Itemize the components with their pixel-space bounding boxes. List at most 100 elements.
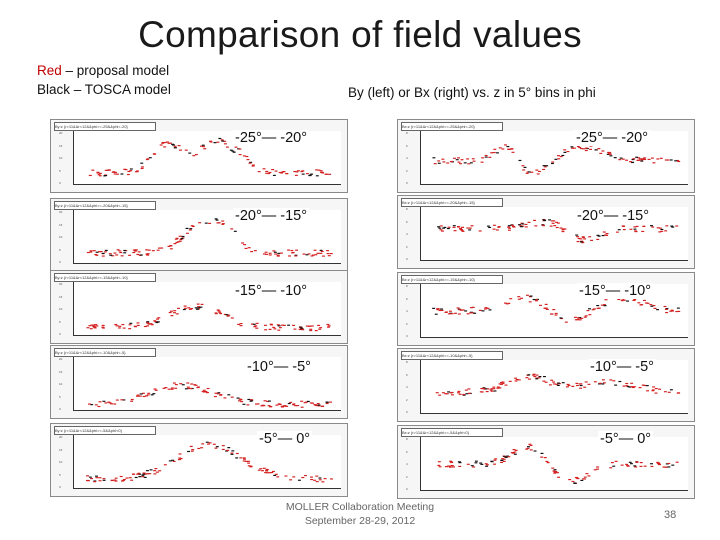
tosca-point xyxy=(561,154,565,157)
tosca-point xyxy=(102,479,106,481)
proposal-point xyxy=(315,475,319,477)
proposal-point xyxy=(212,443,216,445)
proposal-point xyxy=(189,388,193,390)
tosca-point xyxy=(650,463,653,465)
proposal-point xyxy=(115,254,119,256)
proposal-point xyxy=(469,312,473,314)
proposal-point xyxy=(667,462,671,465)
proposal-point xyxy=(147,392,151,394)
proposal-point xyxy=(607,151,611,154)
proposal-point xyxy=(243,458,247,460)
proposal-point xyxy=(238,154,242,156)
proposal-point xyxy=(579,387,583,389)
proposal-point xyxy=(559,155,563,158)
proposal-point xyxy=(471,158,475,160)
proposal-point xyxy=(575,382,579,385)
proposal-point xyxy=(218,311,222,313)
tosca-point xyxy=(473,312,477,314)
proposal-point xyxy=(633,226,637,228)
tosca-point xyxy=(609,155,613,157)
tosca-point xyxy=(88,476,92,478)
tosca-point xyxy=(626,300,629,302)
proposal-point xyxy=(190,383,194,385)
proposal-point xyxy=(461,309,465,311)
proposal-point xyxy=(642,225,646,228)
proposal-point xyxy=(444,311,448,313)
tosca-point xyxy=(247,398,251,401)
tosca-point xyxy=(231,450,235,452)
proposal-point xyxy=(567,384,571,387)
proposal-point xyxy=(478,309,482,311)
proposal-point xyxy=(510,224,514,227)
proposal-point xyxy=(111,255,115,257)
proposal-point xyxy=(99,251,103,253)
proposal-point xyxy=(525,172,529,174)
proposal-point xyxy=(155,471,159,473)
proposal-point xyxy=(247,247,251,249)
proposal-point xyxy=(664,159,668,161)
proposal-point xyxy=(270,471,274,474)
proposal-point xyxy=(239,322,243,325)
proposal-point xyxy=(119,475,123,478)
proposal-point xyxy=(457,390,461,393)
proposal-point xyxy=(494,458,498,460)
tosca-point xyxy=(213,142,217,144)
tosca-point xyxy=(626,385,630,388)
proposal-point xyxy=(583,386,587,388)
tosca-point xyxy=(479,462,483,464)
proposal-point xyxy=(167,388,171,390)
proposal-point xyxy=(470,225,474,227)
tosca-point xyxy=(488,226,492,229)
proposal-point xyxy=(676,159,680,162)
tosca-point xyxy=(181,384,185,386)
tosca-point xyxy=(556,384,560,386)
proposal-point xyxy=(122,479,126,481)
proposal-point xyxy=(219,312,223,315)
legend-red-name: Red xyxy=(37,63,62,78)
tosca-point xyxy=(214,218,218,220)
proposal-point xyxy=(126,173,130,176)
phi-bin-label-right: -25°— -20° xyxy=(574,130,651,146)
tosca-point xyxy=(556,382,560,384)
tosca-point xyxy=(277,252,281,254)
proposal-point xyxy=(593,469,597,471)
proposal-point xyxy=(437,464,441,467)
proposal-point xyxy=(132,473,136,475)
proposal-point xyxy=(496,386,500,388)
tosca-point xyxy=(520,226,523,228)
proposal-point xyxy=(142,395,146,398)
proposal-point xyxy=(576,145,580,148)
proposal-point xyxy=(309,402,313,404)
proposal-point xyxy=(250,399,254,401)
proposal-point xyxy=(257,469,261,471)
tosca-point xyxy=(474,462,478,464)
proposal-point xyxy=(635,225,639,228)
proposal-point xyxy=(514,380,518,382)
proposal-point xyxy=(196,303,200,305)
proposal-point xyxy=(468,227,472,229)
proposal-point xyxy=(579,238,583,240)
proposal-point xyxy=(498,147,502,149)
proposal-point xyxy=(527,221,531,223)
tosca-point xyxy=(300,328,304,330)
proposal-point xyxy=(307,253,311,255)
proposal-point xyxy=(206,443,210,445)
proposal-point xyxy=(265,469,269,471)
tosca-point xyxy=(438,227,442,229)
proposal-point xyxy=(658,231,662,233)
proposal-point xyxy=(561,230,565,233)
proposal-point xyxy=(128,254,132,256)
proposal-point xyxy=(177,145,181,147)
proposal-point xyxy=(298,328,302,331)
proposal-point xyxy=(472,160,476,162)
proposal-point xyxy=(480,161,484,163)
proposal-point xyxy=(603,234,607,236)
tosca-point xyxy=(120,173,124,175)
proposal-point xyxy=(507,148,511,151)
proposal-point xyxy=(582,148,586,150)
proposal-point xyxy=(263,400,267,402)
proposal-point xyxy=(508,380,512,382)
tosca-point xyxy=(596,234,600,236)
proposal-point xyxy=(492,388,496,390)
proposal-point xyxy=(651,389,655,391)
